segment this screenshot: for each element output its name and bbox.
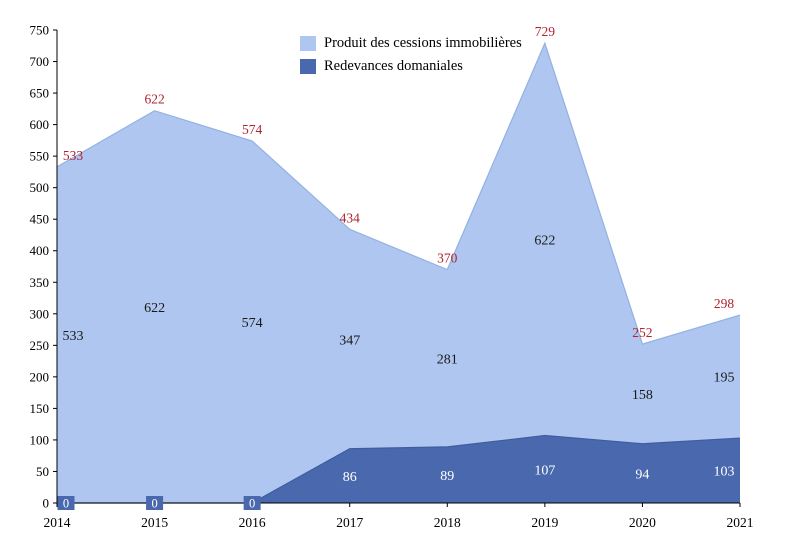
y-tick-label: 600: [30, 117, 50, 132]
x-tick-label: 2021: [727, 515, 754, 530]
label-redevances-value: 103: [714, 465, 735, 480]
legend-swatch-redevances: [300, 59, 316, 74]
legend-item-produit-cessions: Produit des cessions immobilières: [300, 35, 522, 52]
y-tick-label: 450: [30, 212, 50, 227]
y-tick-label: 50: [36, 464, 49, 479]
label-redevances-value: 94: [635, 467, 649, 482]
zero-marker: [243, 496, 261, 510]
x-tick-label: 2018: [434, 515, 461, 530]
label-redevances-value: 107: [534, 463, 555, 478]
chart-legend: Produit des cessions immobilières Redeva…: [300, 35, 522, 75]
legend-item-redevances: Redevances domaniales: [300, 58, 522, 75]
label-produit-value: 195: [714, 371, 735, 386]
zero-marker: [57, 496, 75, 510]
legend-label-redevances: Redevances domaniales: [324, 58, 463, 74]
label-redevances-zero: 0: [249, 497, 255, 511]
y-tick-label: 500: [30, 180, 50, 195]
x-tick-label: 2015: [141, 515, 168, 530]
y-tick-label: 400: [30, 243, 50, 258]
label-redevances-value: 89: [440, 469, 454, 484]
label-produit-value: 622: [144, 301, 165, 316]
zero-marker: [146, 496, 164, 510]
y-tick-label: 150: [30, 401, 50, 416]
y-tick-label: 0: [43, 496, 50, 511]
y-tick-label: 700: [30, 54, 50, 69]
label-redevances-zero: 0: [63, 497, 69, 511]
label-total-value: 370: [437, 251, 458, 266]
x-tick-label: 2014: [44, 515, 71, 530]
area-produit-cessions: [57, 43, 740, 504]
y-tick-label: 300: [30, 306, 50, 321]
x-tick-label: 2019: [531, 515, 558, 530]
label-produit-value: 281: [437, 352, 458, 367]
legend-swatch-produit-cessions: [300, 36, 316, 51]
label-produit-value: 347: [339, 333, 360, 348]
y-tick-label: 250: [30, 338, 50, 353]
label-total-value: 574: [242, 122, 263, 137]
y-tick-label: 750: [30, 23, 50, 38]
y-tick-label: 200: [30, 369, 50, 384]
label-redevances-value: 86: [343, 470, 357, 485]
label-total-value: 298: [714, 296, 735, 311]
area-produit-top-edge: [56, 41, 741, 345]
y-tick-label: 550: [30, 149, 50, 164]
x-tick-label: 2020: [629, 515, 656, 530]
label-total-value: 252: [632, 325, 652, 340]
label-total-value: 533: [63, 148, 84, 163]
label-produit-value: 574: [242, 316, 263, 331]
label-produit-value: 533: [63, 329, 84, 344]
label-total-value: 622: [144, 92, 164, 107]
y-tick-label: 350: [30, 275, 50, 290]
area-redevances: [57, 435, 740, 503]
x-tick-label: 2017: [336, 515, 363, 530]
y-tick-label: 100: [30, 432, 50, 447]
label-total-value: 729: [535, 24, 556, 39]
label-total-value: 434: [340, 210, 361, 225]
label-produit-value: 158: [632, 388, 653, 403]
x-tick-label: 2016: [239, 515, 266, 530]
y-tick-label: 650: [30, 86, 50, 101]
label-redevances-zero: 0: [151, 497, 157, 511]
legend-label-produit-cessions: Produit des cessions immobilières: [324, 35, 522, 51]
label-produit-value: 622: [534, 233, 555, 248]
